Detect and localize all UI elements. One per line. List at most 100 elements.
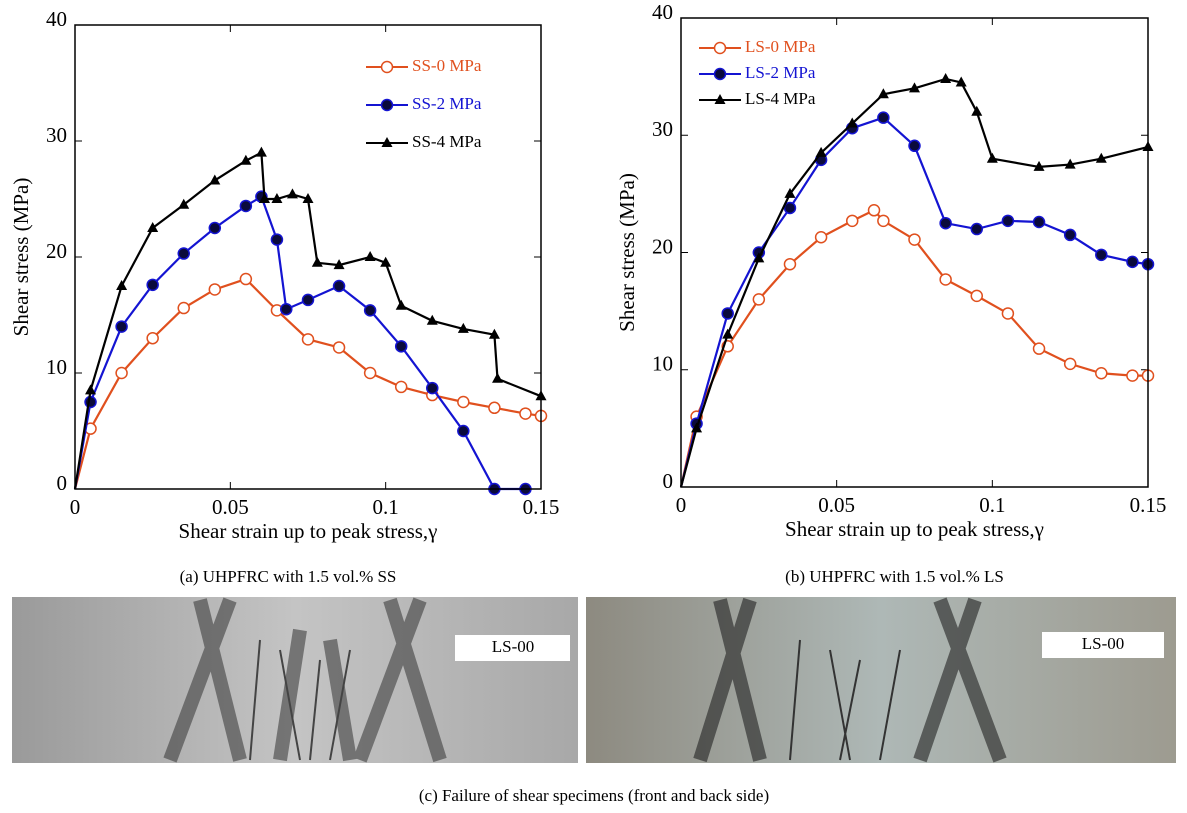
marker (147, 222, 158, 232)
photo-label: LS-00 (1082, 634, 1125, 653)
y-tick-label: 0 (57, 471, 68, 495)
figure-caption: (c) Failure of shear specimens (front an… (419, 786, 769, 805)
marker (85, 384, 96, 394)
y-axis-title: Shear stress (MPa) (615, 173, 639, 332)
marker (909, 140, 920, 151)
marker (240, 274, 251, 285)
marker (312, 257, 323, 267)
x-axis-title: Shear strain up to peak stress,γ (785, 517, 1044, 541)
legend-label: SS-0 MPa (412, 56, 482, 75)
marker (147, 333, 158, 344)
marker (847, 215, 858, 226)
legend-marker (715, 69, 726, 80)
marker (209, 174, 220, 184)
marker (520, 408, 531, 419)
legend-label: SS-2 MPa (412, 94, 482, 113)
legend-label: SS-4 MPa (412, 132, 482, 151)
marker (334, 342, 345, 353)
y-tick-label: 10 (46, 355, 67, 379)
marker (365, 251, 376, 261)
series-line (75, 197, 525, 489)
legend-marker (382, 62, 393, 73)
x-tick-label: 0.1 (979, 493, 1005, 517)
marker (1096, 368, 1107, 379)
marker (1034, 343, 1045, 354)
x-axis-title: Shear strain up to peak stress,γ (179, 519, 438, 543)
marker (987, 153, 998, 163)
y-tick-label: 40 (652, 0, 673, 24)
y-tick-label: 30 (652, 117, 673, 141)
marker (1065, 229, 1076, 240)
marker (427, 383, 438, 394)
marker (971, 224, 982, 235)
marker (396, 381, 407, 392)
marker (869, 205, 880, 216)
legend-marker (715, 43, 726, 54)
x-tick-label: 0 (676, 493, 687, 517)
x-tick-label: 0.1 (373, 495, 399, 519)
marker (458, 426, 469, 437)
legend-label: LS-4 MPa (745, 89, 816, 108)
marker (1096, 249, 1107, 260)
marker (147, 279, 158, 290)
marker (878, 215, 889, 226)
series-line (681, 210, 1148, 487)
chart-caption: (b) UHPFRC with 1.5 vol.% LS (785, 567, 1004, 586)
marker (303, 294, 314, 305)
series-line (681, 118, 1148, 487)
y-tick-label: 30 (46, 123, 67, 147)
marker (489, 402, 500, 413)
marker (1127, 370, 1138, 381)
series-line (75, 153, 541, 489)
y-tick-label: 0 (663, 469, 674, 493)
y-tick-label: 40 (46, 7, 67, 31)
figure: LS-00 LS-00 (c) Failure of shear specime… (0, 0, 1187, 813)
y-tick-label: 20 (652, 234, 673, 258)
marker (1002, 308, 1013, 319)
marker (116, 280, 127, 290)
marker (1034, 217, 1045, 228)
x-tick-label: 0 (70, 495, 81, 519)
chart-caption: (a) UHPFRC with 1.5 vol.% SS (180, 567, 397, 586)
photo-back (586, 597, 1176, 763)
marker (458, 397, 469, 408)
marker (365, 305, 376, 316)
x-tick-label: 0.05 (212, 495, 249, 519)
y-tick-label: 20 (46, 239, 67, 263)
legend-label: LS-0 MPa (745, 37, 816, 56)
marker (878, 112, 889, 123)
marker (178, 303, 189, 314)
marker (1127, 256, 1138, 267)
marker (178, 199, 189, 209)
marker (971, 106, 982, 116)
marker (753, 294, 764, 305)
marker (85, 397, 96, 408)
marker (281, 304, 292, 315)
marker (940, 218, 951, 229)
y-axis-title: Shear stress (MPa) (9, 178, 33, 337)
marker (240, 200, 251, 211)
y-tick-label: 10 (652, 352, 673, 376)
marker (271, 234, 282, 245)
marker (209, 284, 220, 295)
marker (784, 259, 795, 270)
marker (116, 321, 127, 332)
marker (971, 290, 982, 301)
marker (1002, 215, 1013, 226)
marker (256, 147, 267, 157)
marker (287, 188, 298, 198)
legend-label: LS-2 MPa (745, 63, 816, 82)
marker (396, 341, 407, 352)
x-tick-label: 0.15 (1130, 493, 1167, 517)
marker (722, 308, 733, 319)
series-line (75, 279, 541, 489)
marker (334, 281, 345, 292)
x-tick-label: 0.15 (523, 495, 560, 519)
marker (1065, 358, 1076, 369)
photo-label: LS-00 (492, 637, 535, 656)
legend-marker (382, 100, 393, 111)
marker (909, 234, 920, 245)
marker (178, 248, 189, 259)
photo-front (12, 597, 578, 763)
marker (116, 368, 127, 379)
